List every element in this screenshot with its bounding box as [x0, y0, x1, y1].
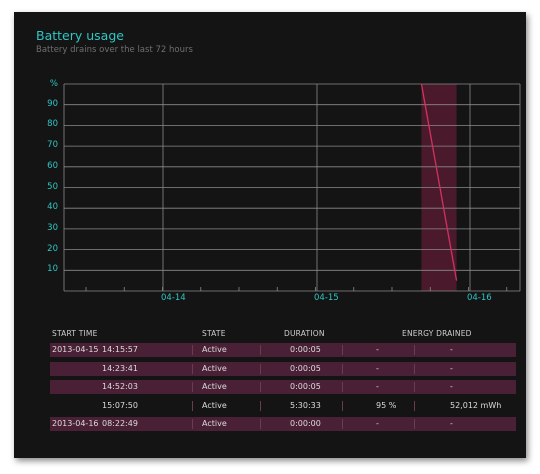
y-tick-label: 20 — [47, 243, 58, 254]
y-axis-unit-label: % — [49, 79, 58, 89]
x-tick-label: 04-16 — [467, 293, 492, 303]
cell-energy: - — [450, 419, 453, 428]
table-row[interactable]: 14:23:41 Active 0:00:05 - - — [50, 361, 516, 376]
column-separator — [260, 345, 261, 355]
column-separator — [414, 400, 415, 411]
cell-time: 14:15:57 — [102, 345, 138, 354]
column-separator — [414, 382, 415, 392]
cell-state: Active — [202, 419, 227, 428]
cell-time: 15:07:50 — [102, 400, 138, 410]
series-line-0 — [420, 83, 458, 281]
section-title: Battery usage — [36, 28, 124, 43]
cell-energy: - — [450, 382, 453, 391]
table-row[interactable]: 15:07:50 Active 5:30:33 95 % 52,012 mWh — [50, 399, 516, 413]
cell-percent: - — [376, 363, 379, 373]
column-header-start-time[interactable]: START TIME — [52, 329, 98, 338]
y-tick-label: 50 — [47, 181, 58, 192]
column-header-energy-drained[interactable]: ENERGY DRAINED — [402, 329, 472, 338]
cell-state: Active — [202, 382, 227, 391]
cell-state: Active — [202, 363, 227, 373]
cell-energy: - — [450, 345, 453, 354]
column-separator — [342, 345, 343, 355]
cell-percent: - — [376, 382, 379, 391]
y-tick-label: 80 — [47, 119, 58, 130]
y-tick-label: 30 — [47, 222, 58, 233]
column-separator — [260, 419, 261, 429]
cell-duration: 5:30:33 — [290, 400, 321, 410]
column-separator — [414, 345, 415, 355]
column-separator — [260, 382, 261, 392]
cell-percent: 95 % — [376, 400, 397, 410]
y-tick-label: 10 — [47, 264, 58, 275]
column-separator — [342, 363, 343, 374]
cell-time: 14:23:41 — [102, 363, 138, 373]
column-separator — [192, 363, 193, 374]
column-separator — [342, 382, 343, 392]
x-tick-label: 04-15 — [314, 293, 339, 303]
table-row[interactable]: 2013-04-16 08:22:49 Active 0:00:00 - - — [50, 417, 516, 431]
column-separator — [414, 363, 415, 374]
section-subtitle: Battery drains over the last 72 hours — [36, 45, 193, 55]
x-tick-label: 04-14 — [161, 293, 186, 303]
cell-time: 14:52:03 — [102, 382, 138, 391]
column-header-state[interactable]: STATE — [202, 329, 226, 338]
column-separator — [192, 400, 193, 411]
column-separator — [192, 419, 193, 429]
y-tick-label: 60 — [47, 160, 58, 171]
cell-duration: 0:00:05 — [290, 363, 321, 373]
cell-duration: 0:00:05 — [290, 382, 321, 391]
y-tick-label: 40 — [47, 202, 58, 213]
column-separator — [192, 382, 193, 392]
column-separator — [260, 400, 261, 411]
column-separator — [260, 363, 261, 374]
y-tick-label: 90 — [47, 98, 58, 109]
column-separator — [414, 419, 415, 429]
column-separator — [342, 419, 343, 429]
column-header-duration[interactable]: DURATION — [284, 329, 325, 338]
cell-time: 08:22:49 — [102, 419, 138, 428]
cell-date: 2013-04-16 — [52, 419, 99, 428]
cell-duration: 0:00:05 — [290, 345, 321, 354]
y-tick-label: 70 — [47, 140, 58, 151]
cell-duration: 0:00:00 — [290, 419, 321, 428]
cell-date: 2013-04-15 — [52, 345, 99, 354]
cell-state: Active — [202, 400, 227, 410]
cell-energy: 52,012 mWh — [450, 400, 502, 410]
cell-percent: - — [376, 419, 379, 428]
cell-percent: - — [376, 345, 379, 354]
table-row[interactable]: 14:52:03 Active 0:00:05 - - — [50, 380, 516, 394]
cell-state: Active — [202, 345, 227, 354]
table-row[interactable]: 2013-04-15 14:15:57 Active 0:00:05 - - — [50, 343, 516, 357]
column-separator — [342, 400, 343, 411]
column-separator — [192, 345, 193, 355]
cell-energy: - — [450, 363, 453, 373]
